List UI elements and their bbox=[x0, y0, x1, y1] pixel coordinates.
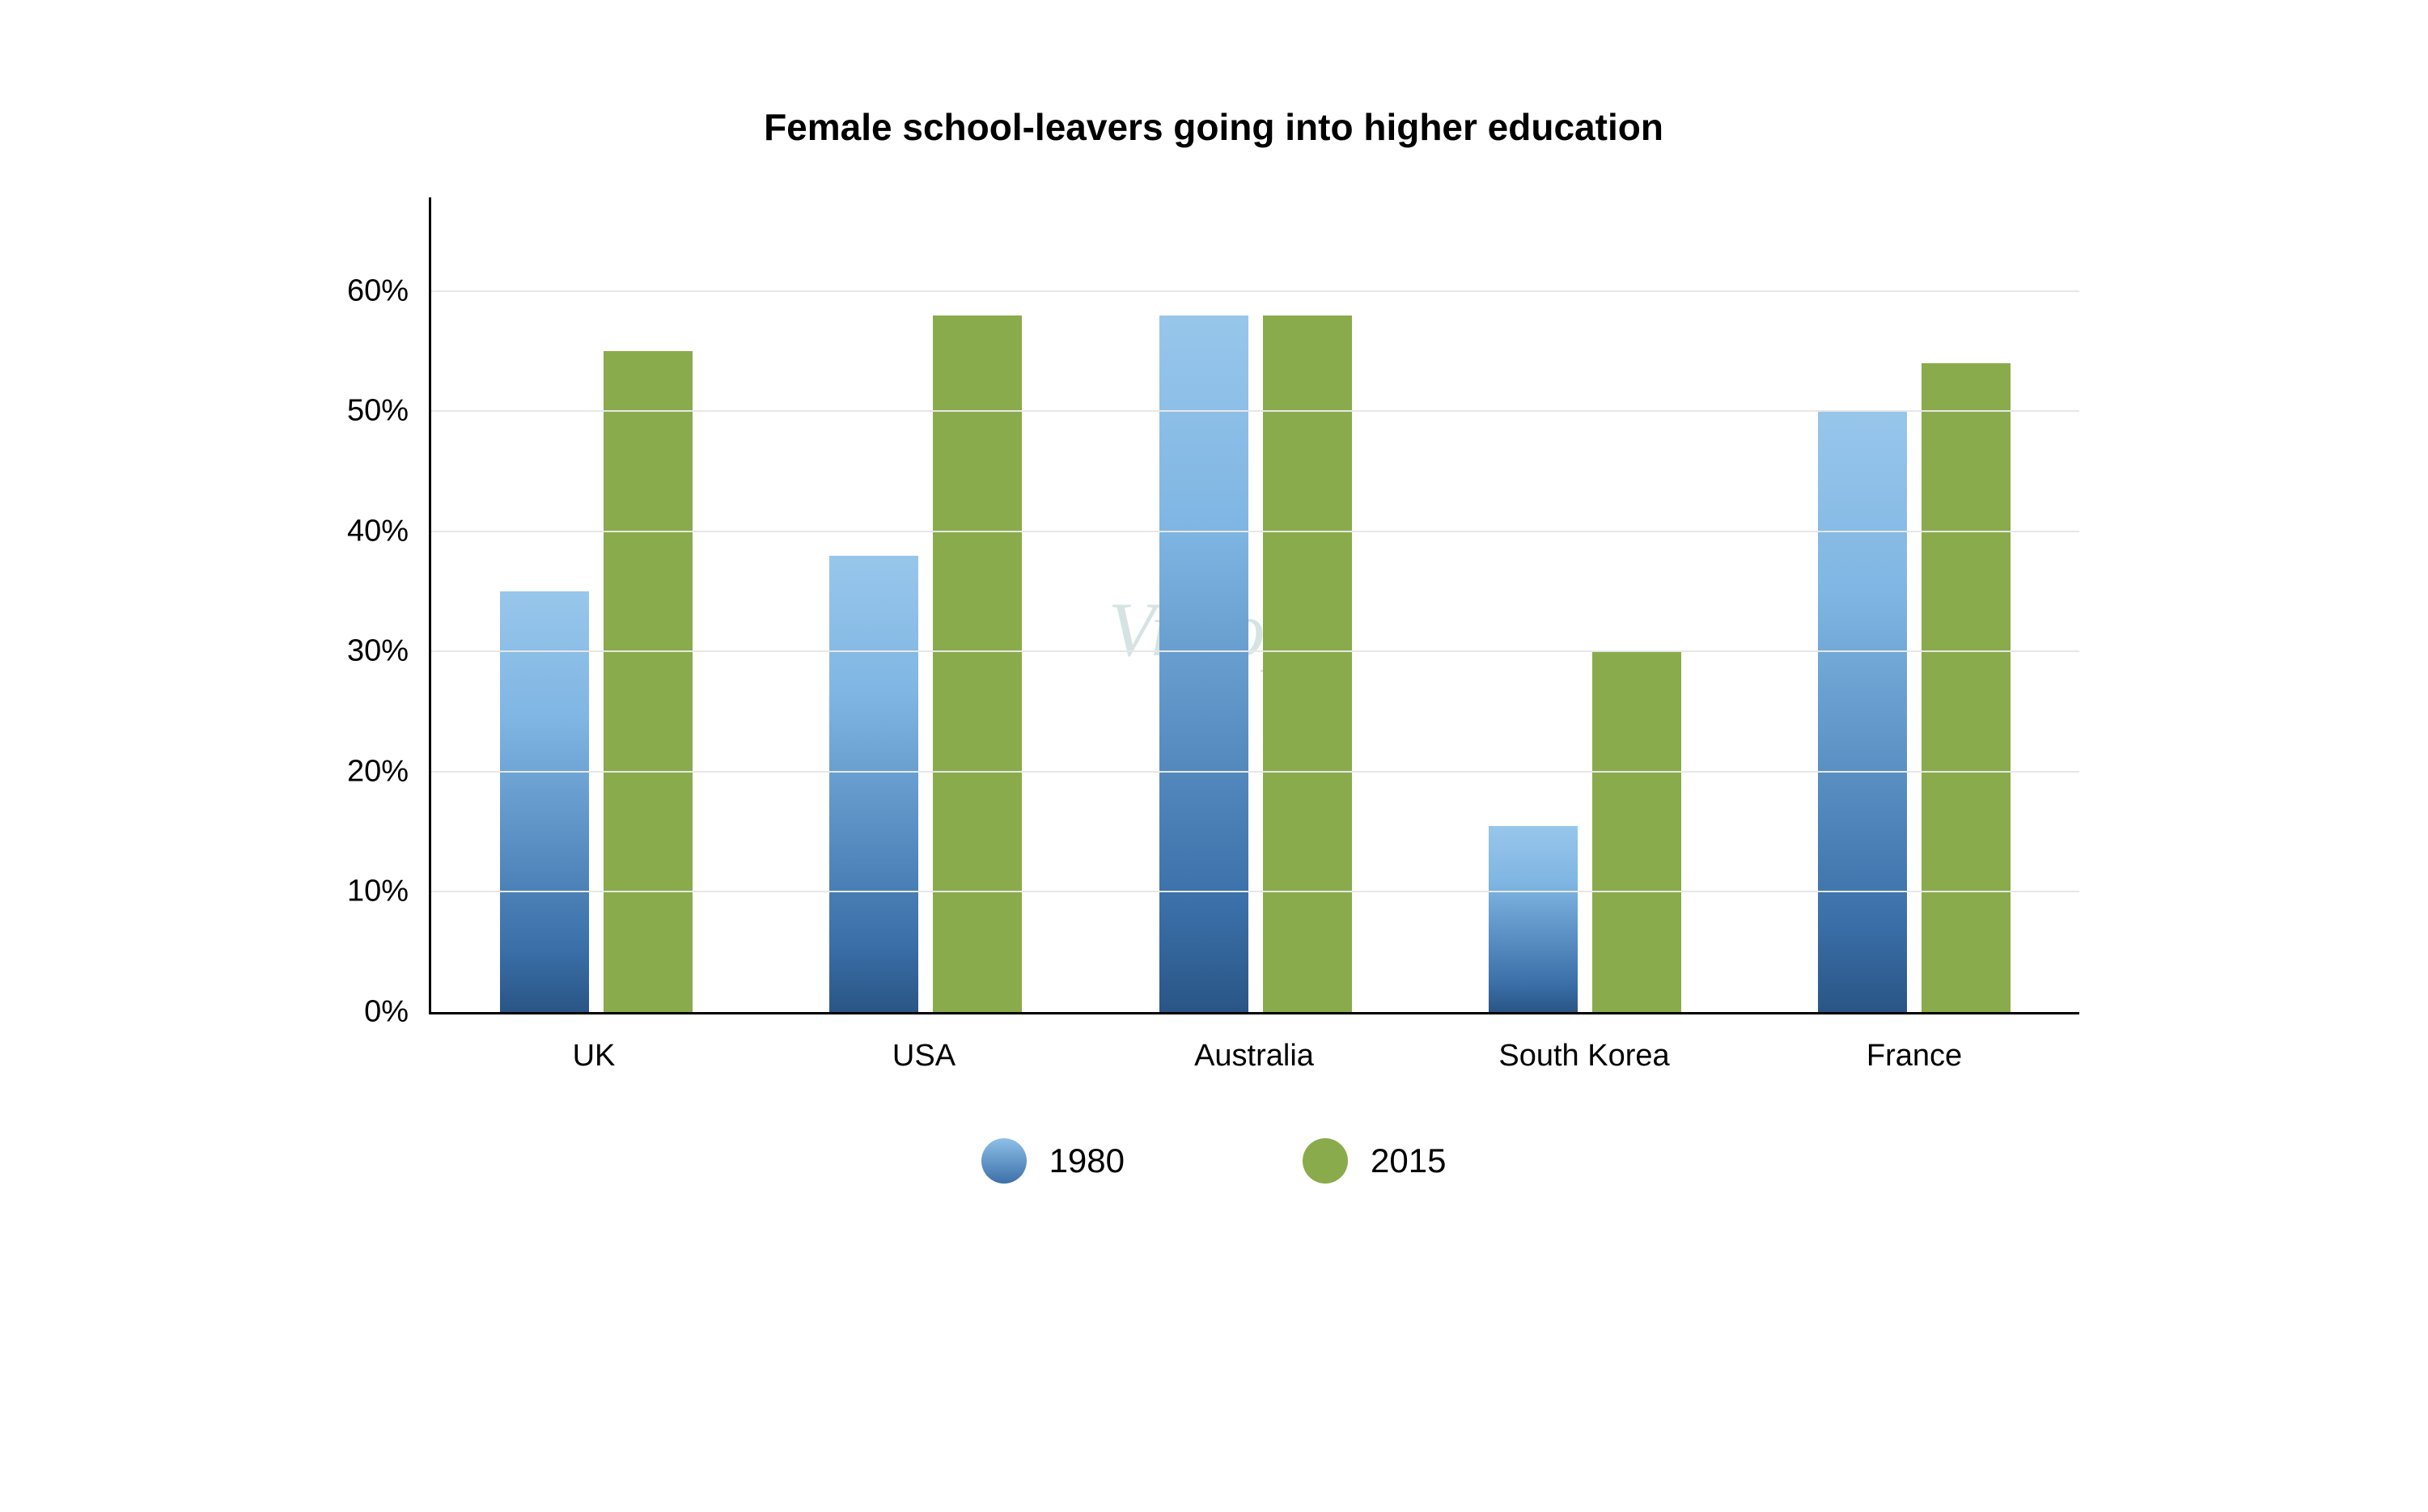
bar-group bbox=[431, 351, 761, 1012]
bar-1980-Australia bbox=[1159, 316, 1248, 1012]
y-tick-label: 30% bbox=[347, 634, 431, 669]
x-label: France bbox=[1749, 1039, 2079, 1074]
gridline bbox=[431, 290, 2079, 292]
bar-2015-France bbox=[1922, 363, 2011, 1012]
bar-1980-UK bbox=[500, 591, 589, 1012]
bar-2015-South-Korea bbox=[1592, 651, 1681, 1012]
y-tick-label: 20% bbox=[347, 754, 431, 789]
gridline bbox=[431, 771, 2079, 773]
y-tick-label: 60% bbox=[347, 273, 431, 308]
bar-2015-UK bbox=[604, 351, 693, 1012]
legend-item-1980: 1980 bbox=[981, 1138, 1125, 1184]
legend-item-2015: 2015 bbox=[1303, 1138, 1446, 1184]
y-tick-label: 0% bbox=[364, 995, 431, 1030]
legend-swatch-1980 bbox=[981, 1138, 1027, 1184]
main-chart: Female school-leavers going into higher … bbox=[307, 105, 2120, 1416]
bar-1980-France bbox=[1818, 411, 1907, 1012]
x-label: UK bbox=[429, 1039, 759, 1074]
bar-2015-USA bbox=[933, 316, 1022, 1012]
legend: 1980 2015 bbox=[307, 1138, 2120, 1184]
legend-swatch-2015 bbox=[1303, 1138, 1348, 1184]
bars-container bbox=[431, 197, 2079, 1012]
bar-group bbox=[1750, 363, 2079, 1012]
y-tick-label: 50% bbox=[347, 394, 431, 429]
legend-label-1980: 1980 bbox=[1049, 1141, 1125, 1180]
y-tick-label: 10% bbox=[347, 875, 431, 909]
y-tick-label: 40% bbox=[347, 514, 431, 548]
bar-group bbox=[1420, 651, 1749, 1012]
bar-group bbox=[761, 316, 1090, 1012]
gridline bbox=[431, 650, 2079, 652]
bar-1980-USA bbox=[829, 556, 918, 1012]
plot-area: Vietop 0%10%20%30%40%50%60% bbox=[429, 197, 2079, 1014]
bar-2015-Australia bbox=[1263, 316, 1352, 1012]
x-label: Australia bbox=[1089, 1039, 1419, 1074]
x-label: USA bbox=[759, 1039, 1089, 1074]
gridline bbox=[431, 531, 2079, 532]
gridline bbox=[431, 410, 2079, 412]
x-axis-labels: UKUSAAustraliaSouth KoreaFrance bbox=[429, 1039, 2079, 1074]
x-label: South Korea bbox=[1419, 1039, 1749, 1074]
gridline bbox=[431, 891, 2079, 892]
chart-title: Female school-leavers going into higher … bbox=[307, 105, 2120, 149]
bar-1980-South-Korea bbox=[1489, 826, 1578, 1012]
bar-group bbox=[1091, 316, 1420, 1012]
legend-label-2015: 2015 bbox=[1371, 1141, 1446, 1180]
